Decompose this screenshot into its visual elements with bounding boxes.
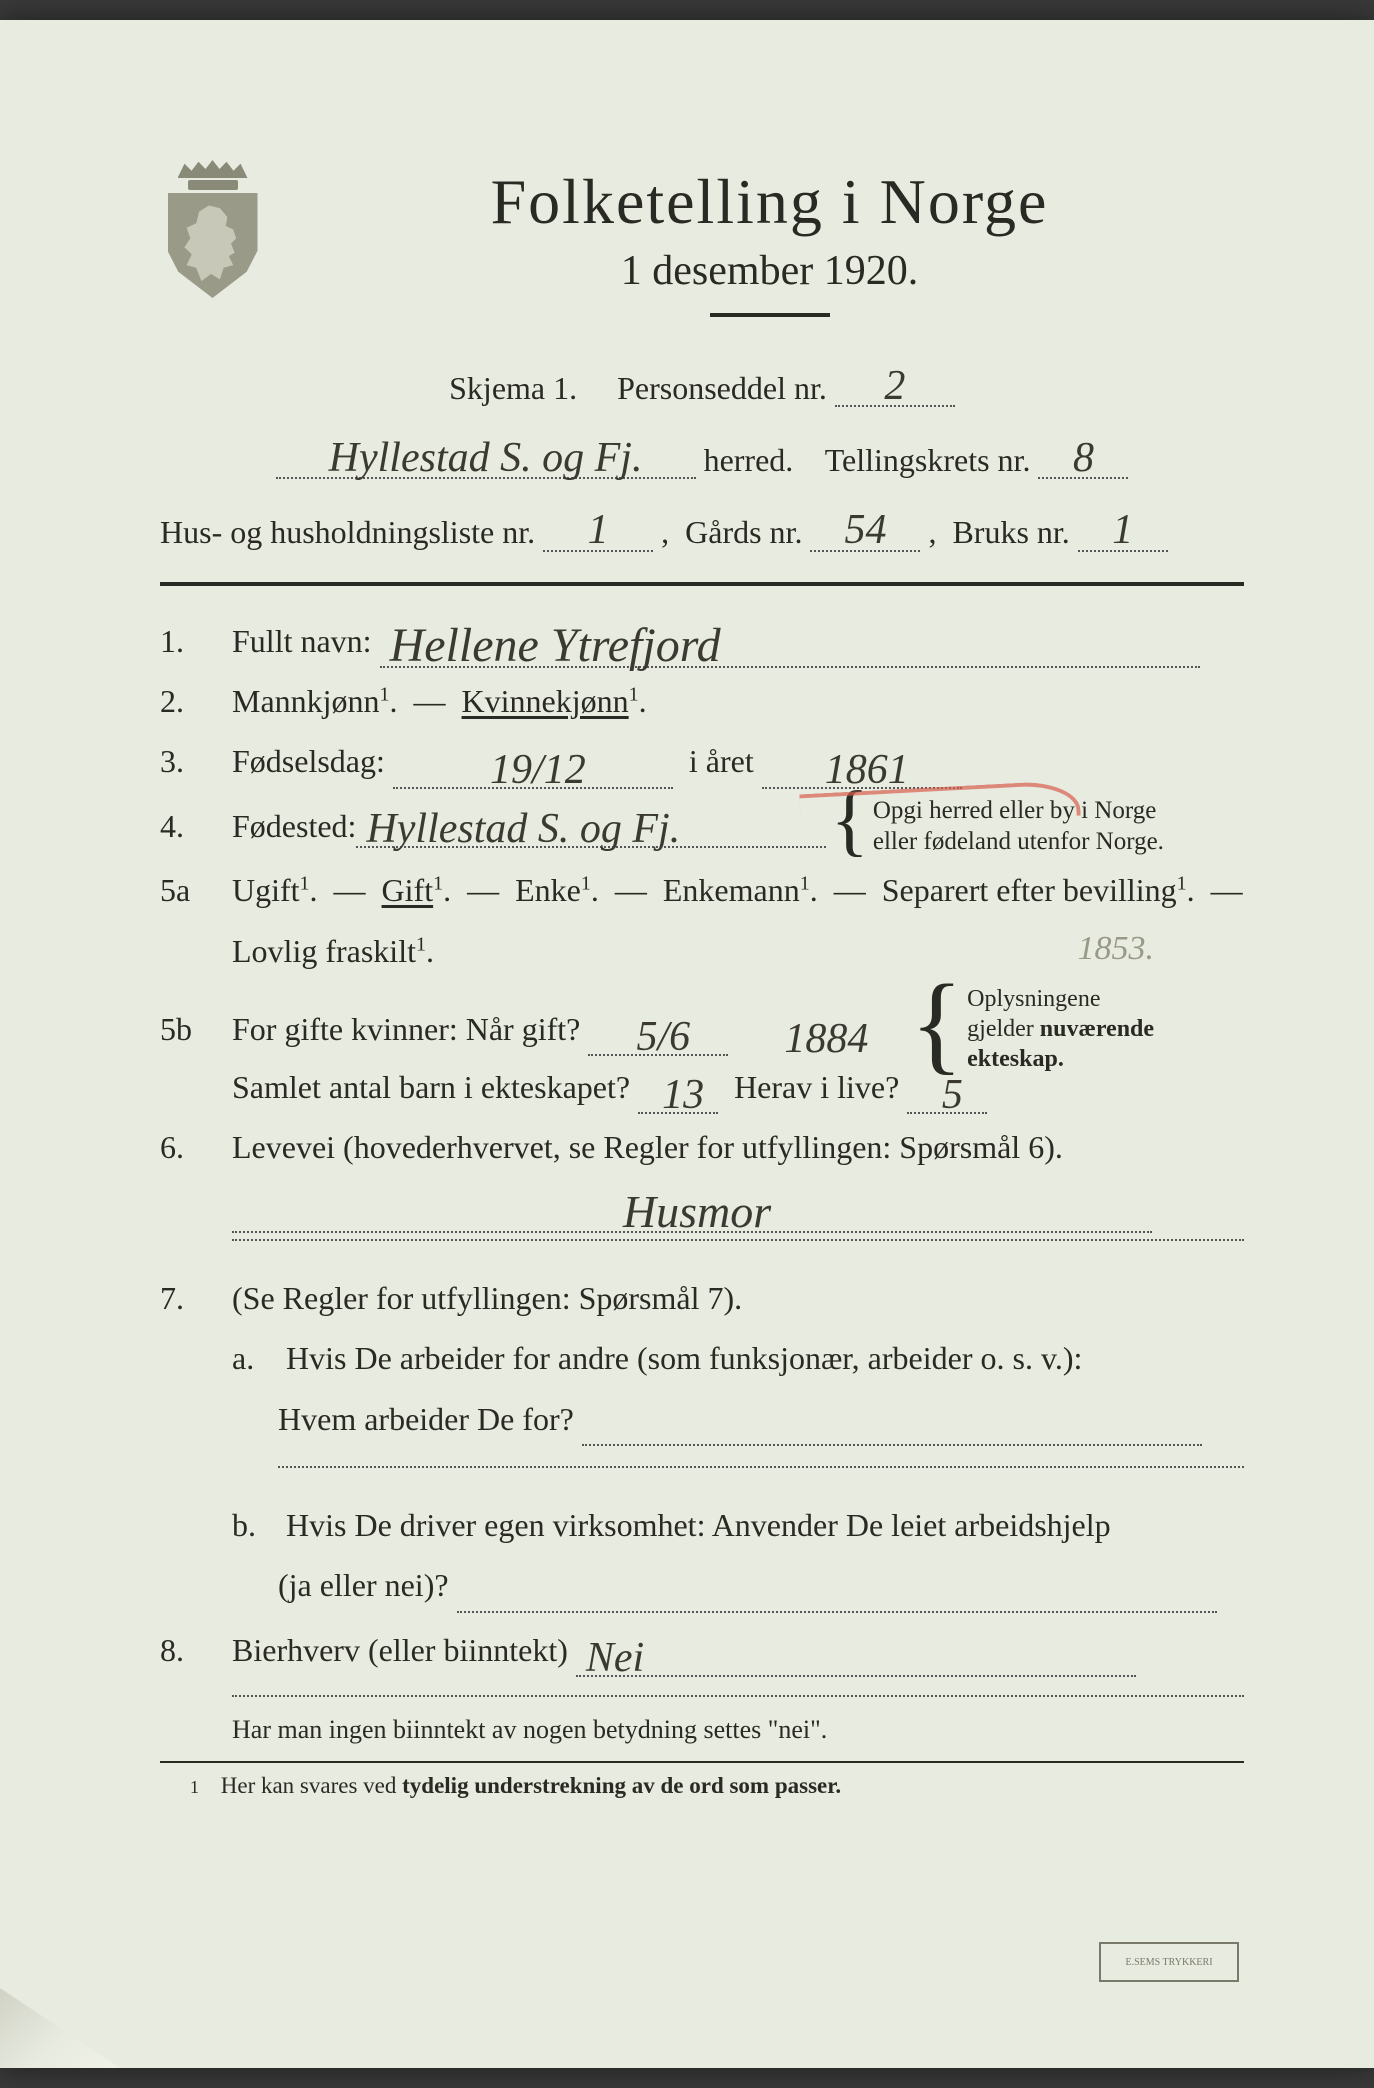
q7a-l2: Hvem arbeider De for? [278,1401,574,1437]
q8-num: 8. [160,1623,232,1677]
q5a-opt-enke: Enke [515,872,581,908]
q7-row: 7. (Se Regler for utfyllingen: Spørsmål … [160,1271,1244,1325]
q5b-l2-mid: Herav i live? [734,1069,899,1105]
gards-nr: 54 [810,503,920,551]
q5b-l2-label: Samlet antal barn i ekteskapet? [232,1069,630,1105]
q5a-opt-separert: Separert efter bevilling [882,872,1177,908]
title-rule [710,313,830,317]
q4-value: Hyllestad S. og Fj. [356,804,826,848]
hus-nr: 1 [543,503,653,551]
q6-value: Husmor [232,1185,1152,1233]
q2-opt2-selected: Kvinnekjønn [462,683,629,719]
q4-label: Fødested: [232,799,356,853]
personseddel-label: Personseddel nr. [617,370,827,406]
q5b-num: 5b [160,1002,232,1056]
printer-stamp: E.SEMS TRYKKERI [1099,1942,1239,1982]
title-sub: 1 desember 1920. [295,247,1244,295]
tellingskrets-label: Tellingskrets nr. [825,442,1031,478]
q3-day: 19/12 [393,745,673,789]
coat-of-arms-icon [160,160,265,300]
herred-label: herred. [704,442,794,478]
q8-blank-line [232,1695,1244,1697]
skjema-label: Skjema 1. [449,370,577,406]
meta-line-1: Skjema 1. Personseddel nr. 2 [160,359,1244,407]
q5b-l1-label: For gifte kvinner: Når gift? [232,1011,580,1047]
q7a-l1: Hvis De arbeider for andre (som funksjon… [286,1340,1082,1376]
q5b-children-total: 13 [638,1070,718,1114]
q7a-blank [582,1410,1202,1446]
q7b-blank [457,1577,1217,1613]
meta-line-3: Hus- og husholdningsliste nr. 1 , Gårds … [160,503,1244,551]
title-block: Folketelling i Norge 1 desember 1920. [295,160,1244,317]
q3-num: 3. [160,734,232,788]
q2-num: 2. [160,674,232,728]
q3-label: Fødselsdag: [232,743,385,779]
q5b-married-year: 1884 [736,1014,906,1056]
q6-num: 6. [160,1120,232,1174]
q8-label: Bierhverv (eller biinntekt) [232,1632,568,1668]
q6-blank-line [232,1239,1244,1241]
q5a-row2: Lovlig fraskilt1. 1853. [160,924,1244,978]
q1-num: 1. [160,614,232,668]
meta-line-2: Hyllestad S. og Fj. herred. Tellingskret… [160,431,1244,479]
bruks-label: Bruks nr. [952,515,1069,551]
q4-row: 4. Fødested: Hyllestad S. og Fj. { Opgi … [160,795,1244,858]
header: Folketelling i Norge 1 desember 1920. [160,160,1244,317]
q5a-num: 5a [160,863,232,917]
q6-row: 6. Levevei (hovederhvervet, se Regler fo… [160,1120,1244,1174]
q5b-row2: Samlet antal barn i ekteskapet? 13 Herav… [160,1060,1244,1114]
q1-value: Hellene Ytrefjord [380,618,1200,668]
q5a-row: 5a Ugift1. — Gift1. — Enke1. — Enkemann1… [160,863,1244,917]
q5a-opt-gift-selected: Gift [382,872,434,908]
q7a-blank-line [278,1466,1244,1468]
q2-opt1: Mannkjønn [232,683,380,719]
q7b-num: b. [232,1498,278,1552]
footnote: 1 Her kan svares ved tydelig understrekn… [160,1773,1244,1799]
q2-row: 2. Mannkjønn1. — Kvinnekjønn1. [160,674,1244,728]
tellingskrets-nr: 8 [1038,431,1128,479]
q7b-l1: Hvis De driver egen virksomhet: Anvender… [286,1507,1111,1543]
bruks-nr: 1 [1078,503,1168,551]
q3-row: 3. Fødselsdag: 19/12 i året 1861 [160,734,1244,788]
corner-fold [0,1988,120,2068]
gards-label: Gårds nr. [685,515,802,551]
footnote-pre: Her kan svares ved [221,1773,402,1798]
q7a-row: a. Hvis De arbeider for andre (som funks… [160,1331,1244,1385]
q5a-opt-fraskilt: Lovlig fraskilt [232,933,416,969]
q1-row: 1. Fullt navn: Hellene Ytrefjord [160,614,1244,668]
pencil-annotation: 1853. [1078,920,1155,978]
herred-value: Hyllestad S. og Fj. [276,431,696,479]
q5a-opt-enkemann: Enkemann [663,872,800,908]
q5a-opt-ugift: Ugift [232,872,300,908]
footer-note: Har man ingen biinntekt av nogen betydni… [160,1715,1244,1745]
title-main: Folketelling i Norge [295,165,1244,239]
q7b-l2: (ja eller nei)? [278,1567,449,1603]
footnote-num: 1 [190,1777,199,1797]
q8-value: Nei [576,1633,1136,1677]
hus-label: Hus- og husholdningsliste nr. [160,515,535,551]
q7-num: 7. [160,1271,232,1325]
q7-label: (Se Regler for utfyllingen: Spørsmål 7). [232,1280,742,1316]
q7b-row2: (ja eller nei)? [160,1558,1244,1612]
footnote-bold: tydelig understrekning av de ord som pas… [402,1773,841,1798]
census-form-page: Folketelling i Norge 1 desember 1920. Sk… [0,20,1374,2068]
q6-label: Levevei (hovederhvervet, se Regler for u… [232,1129,1063,1165]
q8-row: 8. Bierhverv (eller biinntekt) Nei [160,1623,1244,1677]
footnote-rule [160,1761,1244,1763]
q3-year-label: i året [689,743,754,779]
divider-thick [160,582,1244,586]
q1-label: Fullt navn: [232,623,372,659]
q5b-married-day: 5/6 [588,1012,728,1056]
form-body: 1. Fullt navn: Hellene Ytrefjord 2. Mann… [160,614,1244,1800]
personseddel-nr: 2 [835,359,955,407]
q7b-row: b. Hvis De driver egen virksomhet: Anven… [160,1498,1244,1552]
q6-answer-line: Husmor [160,1185,1244,1233]
q7a-num: a. [232,1331,278,1385]
q7a-row2: Hvem arbeider De for? [160,1392,1244,1446]
brace-icon: { [910,985,963,1062]
q4-num: 4. [160,799,232,853]
